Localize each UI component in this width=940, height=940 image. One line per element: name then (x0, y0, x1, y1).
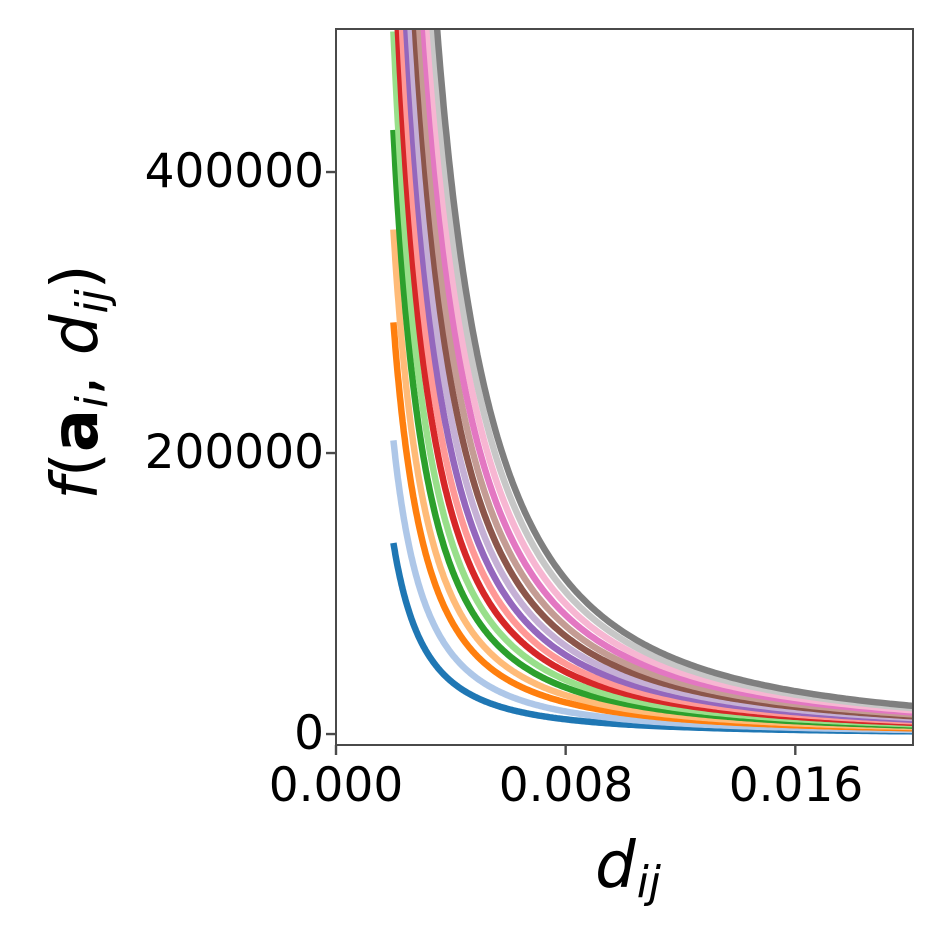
curve-gray (433, 29, 913, 710)
y-label-open-paren: ( (39, 452, 113, 478)
curve-purple (403, 29, 913, 723)
x-label-variable: d (595, 829, 636, 903)
curve-light-blue (390, 440, 913, 734)
y-label-vector: a (39, 408, 113, 453)
y-label-variable: d (39, 314, 113, 356)
curve-light-gray (429, 29, 913, 712)
x-label-subscript: ij (636, 857, 661, 908)
curve-light-pink (424, 29, 913, 714)
curve-light-brown (416, 29, 913, 718)
curve-pink (420, 29, 913, 716)
x-tick-label-1: 0.008 (498, 758, 634, 813)
y-tick-label-1: 200000 (144, 425, 324, 480)
curves-group (390, 29, 913, 735)
x-tick-label-0: 0.000 (268, 758, 404, 813)
x-tick-label-2: 0.016 (728, 758, 864, 813)
y-label-function: f (39, 477, 113, 500)
y-label-separator: , (39, 355, 113, 396)
y-label-close-paren: ) (39, 264, 113, 290)
x-axis-label: dij (595, 829, 661, 908)
y-label-variable-subscript: ij (67, 289, 118, 314)
axes-spines (335, 28, 914, 746)
curve-light-purple (407, 29, 913, 722)
curve-brown (411, 29, 913, 720)
y-label-vector-subscript: i (67, 395, 118, 408)
y-tick-label-2: 400000 (144, 144, 324, 199)
axis-ticks (326, 170, 797, 755)
y-tick-label-0: 0 (294, 706, 324, 761)
y-axis-label: f(ai, dij) (39, 264, 118, 500)
